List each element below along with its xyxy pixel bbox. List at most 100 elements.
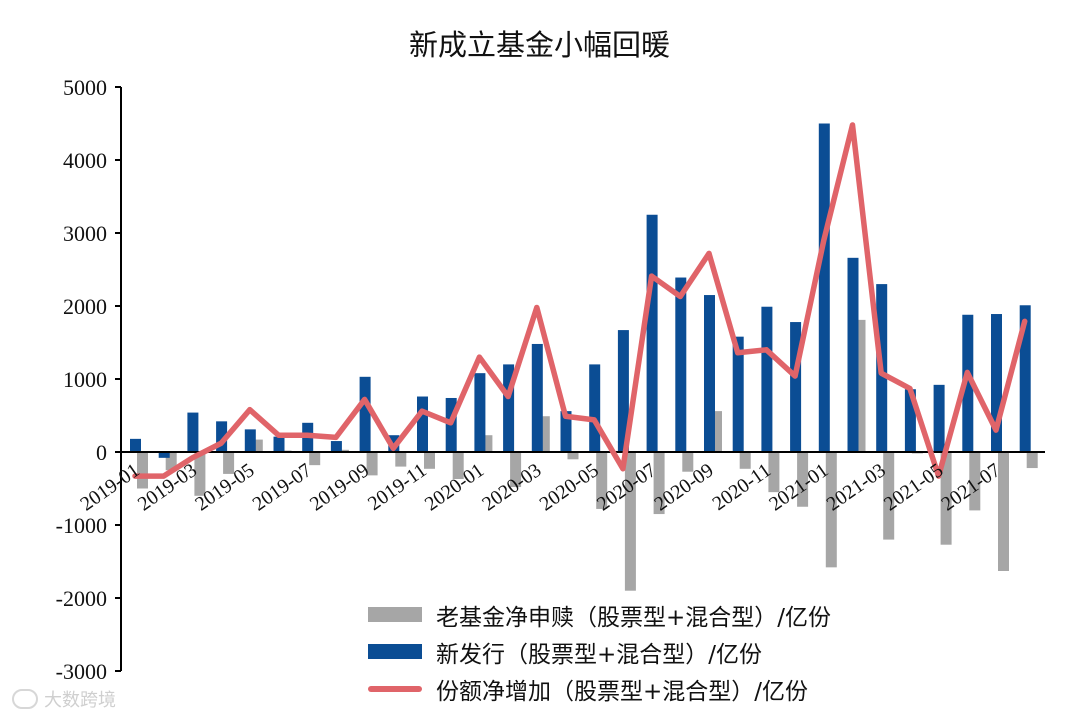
old-fund-bar-2019-04 [223, 452, 235, 474]
old-fund-bar-2020-11 [768, 452, 780, 493]
new-issue-bar-2019-09 [359, 376, 371, 452]
x-tick-label: 2020-05 [536, 459, 603, 515]
new-issue-bar-2019-05 [244, 429, 256, 452]
new-issue-bar-2020-09 [704, 295, 715, 452]
x-tick-labels: 2019-012019-032019-052019-072019-092019-… [76, 459, 1004, 515]
new-issue-bar-2019-06 [273, 436, 285, 452]
old-fund-bar-2020-06 [624, 452, 636, 591]
new-issue-bar-2019-03 [187, 412, 199, 452]
net-increase-point-2019-06 [276, 432, 281, 438]
old-fund-bar-2019-02 [165, 452, 177, 471]
old-fund-bar-2020-01 [481, 435, 493, 452]
net-increase-point-2021-08 [1022, 318, 1028, 324]
net-increase-point-2021-03 [878, 370, 884, 376]
net-increase-point-2020-10 [735, 350, 741, 356]
net-increase-point-2019-05 [247, 407, 253, 413]
net-increase-point-2021-06 [964, 369, 970, 375]
net-increase-point-2019-12 [448, 420, 454, 426]
legend-item-new-issue: 新发行（股票型+混合型）/亿份 [368, 633, 928, 670]
y-tick-label: 3000 [63, 221, 107, 246]
y-tick-label: 1000 [63, 367, 107, 392]
net-increase-point-2020-09 [706, 250, 712, 256]
chart-title: 新成立基金小幅回暖 [408, 28, 670, 62]
old-fund-bar-2020-03 [538, 416, 550, 452]
old-fund-bar-2020-02 [510, 452, 522, 488]
new-issue-bar-2019-08 [330, 441, 342, 452]
y-tick-label: -3000 [56, 659, 107, 684]
legend-label-old-fund: 老基金净申赎（股票型+混合型）/亿份 [436, 604, 832, 631]
new-issue-bar-2019-04 [216, 421, 228, 452]
new-issue-bar-2020-03 [531, 343, 543, 452]
net-increase-point-2020-06 [620, 466, 626, 472]
new-issue-bar-2019-11 [417, 396, 428, 452]
net-increase-point-2020-02 [505, 394, 511, 400]
net-increase-point-2019-11 [419, 408, 425, 414]
new-issue-bar-2019-01 [130, 438, 141, 452]
net-increase-point-2019-03 [189, 455, 195, 461]
net-increase-point-2020-05 [591, 417, 597, 423]
net-increase-point-2019-04 [218, 440, 224, 446]
old-fund-bar-2020-12 [797, 452, 809, 507]
net-increase-point-2021-07 [993, 427, 999, 433]
old-fund-bar-2020-05 [596, 452, 608, 509]
legend: 老基金净申赎（股票型+混合型）/亿份 新发行（股票型+混合型）/亿份 份额净增加… [368, 596, 928, 707]
new-issue-bar-2021-02 [847, 257, 859, 452]
new-issue-bar-2020-04 [560, 411, 572, 452]
net-increase-point-2020-08 [677, 294, 683, 300]
legend-swatch-blue [368, 644, 422, 659]
legend-item-net-increase: 份额净增加（股票型+混合型）/亿份 [368, 670, 928, 707]
y-tick-label: 2000 [63, 294, 107, 319]
old-fund-bar-2020-04 [567, 452, 579, 460]
legend-item-old-fund: 老基金净申赎（股票型+混合型）/亿份 [368, 596, 928, 633]
net-increase-point-2020-11 [763, 347, 769, 353]
new-issue-bar-2020-01 [474, 373, 486, 452]
new-issue-bar-2020-08 [675, 277, 687, 452]
new-issue-bar-2020-11 [761, 306, 773, 452]
net-increase-point-2019-07 [304, 432, 310, 438]
watermark-text: 大数跨境 [44, 690, 116, 711]
new-issue-bar-2021-08 [1019, 305, 1031, 452]
new-issue-bar-2020-06 [617, 330, 629, 452]
net-increase-point-2020-12 [792, 373, 798, 379]
old-fund-bar-2019-05 [251, 439, 263, 452]
net-increase-point-2021-04 [907, 385, 913, 391]
y-tick-label: 5000 [63, 75, 107, 100]
old-fund-bar-2021-03 [883, 452, 895, 540]
old-fund-bar-2021-06 [969, 452, 981, 511]
net-increase-point-2019-09 [362, 396, 368, 402]
new-issue-bar-2020-07 [646, 214, 658, 452]
old-fund-bar-2019-07 [309, 452, 321, 466]
old-fund-bar-2021-07 [998, 452, 1009, 571]
old-fund-bars [137, 319, 1038, 591]
net-increase-point-2019-01 [132, 473, 138, 479]
old-fund-bar-2021-02 [854, 319, 866, 452]
old-fund-bar-2021-01 [825, 452, 837, 568]
net-increase-point-2019-02 [161, 473, 167, 479]
new-issue-bars [130, 123, 1031, 458]
new-issue-bar-2021-06 [962, 314, 974, 452]
old-fund-bar-2020-08 [682, 452, 694, 472]
net-increase-point-2020-04 [563, 413, 568, 419]
net-increase-point-2021-05 [936, 473, 942, 479]
y-tick-label: 4000 [63, 148, 107, 173]
old-fund-bar-2021-08 [1026, 452, 1038, 469]
net-increase-point-2021-02 [850, 122, 855, 128]
new-issue-bar-2021-05 [933, 384, 945, 452]
new-issue-bar-2021-01 [818, 123, 830, 452]
net-increase-point-2020-03 [534, 304, 540, 310]
new-issue-bar-2021-04 [904, 389, 916, 452]
legend-label-net-increase: 份额净增加（股票型+混合型）/亿份 [436, 678, 809, 705]
old-fund-bar-2021-05 [940, 452, 952, 545]
net-increase-point-2020-01 [476, 354, 482, 360]
old-fund-bar-2019-03 [194, 452, 206, 496]
x-tick-label: 2019-01 [76, 459, 143, 515]
y-tick-label: -1000 [56, 513, 107, 538]
old-fund-bar-2020-09 [711, 411, 722, 452]
net-increase-series-line [132, 122, 1028, 479]
new-issue-bar-2020-12 [790, 322, 802, 452]
net-increase-point-2021-01 [821, 237, 827, 243]
net-increase-point-2019-08 [333, 434, 339, 440]
axes [120, 87, 1045, 671]
new-issue-bar-2021-07 [991, 314, 1002, 452]
